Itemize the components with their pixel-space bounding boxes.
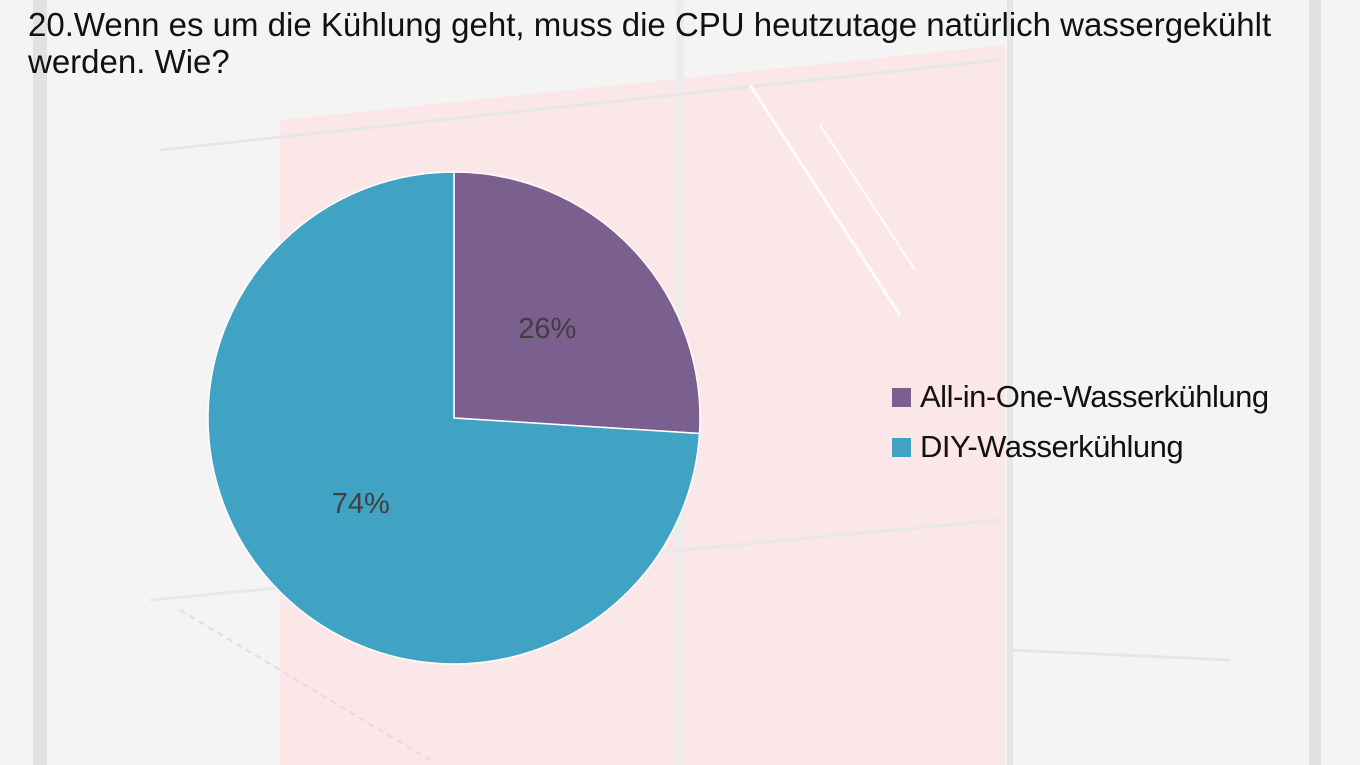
chart-legend: All-in-One-Wasserkühlung DIY-Wasserkühlu… (892, 372, 1269, 472)
slide-title: 20.Wenn es um die Kühlung geht, muss die… (28, 6, 1272, 80)
legend-item-diy: DIY-Wasserkühlung (892, 422, 1269, 472)
data-label-aio: 26% (518, 313, 576, 345)
legend-swatch-diy (892, 437, 911, 457)
pie-slice-diy (207, 171, 701, 665)
pie-slice-aio (453, 171, 701, 435)
legend-swatch-aio (892, 387, 911, 407)
legend-item-aio: All-in-One-Wasserkühlung (892, 372, 1269, 422)
legend-label-aio: All-in-One-Wasserkühlung (920, 379, 1269, 414)
legend-label-diy: DIY-Wasserkühlung (920, 429, 1184, 464)
data-label-diy: 74% (332, 488, 390, 520)
